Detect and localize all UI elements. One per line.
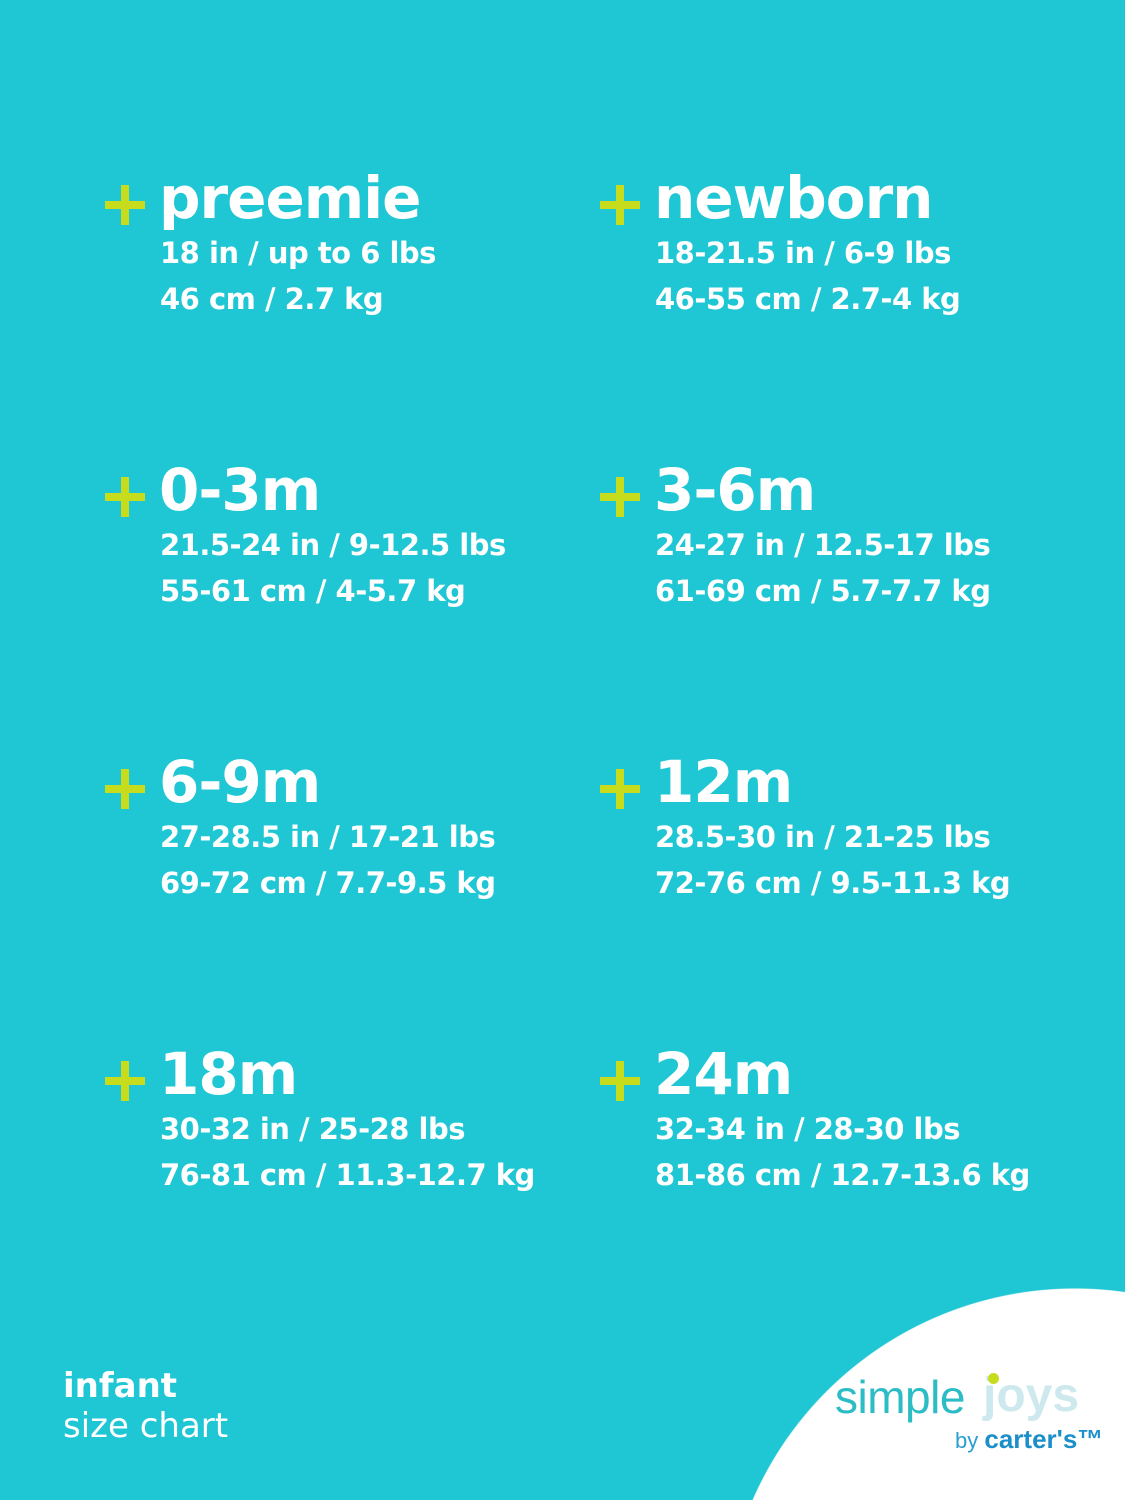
size-metric: 46-55 cm / 2.7-4 kg [655, 282, 961, 316]
plus-icon [600, 477, 640, 517]
size-imperial: 18-21.5 in / 6-9 lbs [655, 236, 951, 270]
logo-simple: simple [835, 1371, 965, 1423]
plus-icon [600, 185, 640, 225]
size-imperial: 27-28.5 in / 17-21 lbs [160, 820, 496, 854]
plus-icon [105, 185, 145, 225]
size-metric: 81-86 cm / 12.7-13.6 kg [655, 1158, 1030, 1192]
logo-by: by [955, 1428, 979, 1453]
size-metric: 46 cm / 2.7 kg [160, 282, 384, 316]
size-metric: 76-81 cm / 11.3-12.7 kg [160, 1158, 535, 1192]
caption-infant: infant [63, 1366, 178, 1406]
size-name: newborn [654, 164, 933, 232]
logo-backdrop [723, 1288, 1125, 1500]
size-imperial: 32-34 in / 28-30 lbs [655, 1112, 961, 1146]
plus-icon [105, 769, 145, 809]
size-imperial: 24-27 in / 12.5-17 lbs [655, 528, 991, 562]
caption-size-chart: size chart [63, 1406, 229, 1446]
logo-dot [988, 1373, 999, 1384]
size-imperial: 30-32 in / 25-28 lbs [160, 1112, 466, 1146]
size-name: 0-3m [159, 456, 321, 524]
plus-icon [600, 1061, 640, 1101]
logo-joys: joys [983, 1369, 1080, 1422]
size-metric: 61-69 cm / 5.7-7.7 kg [655, 574, 991, 608]
size-imperial: 18 in / up to 6 lbs [160, 236, 436, 270]
size-name: preemie [159, 164, 421, 232]
plus-icon [600, 769, 640, 809]
logo-by-carters: by carter's™ [955, 1424, 1103, 1455]
plus-icon [105, 1061, 145, 1101]
size-imperial: 28.5-30 in / 21-25 lbs [655, 820, 991, 854]
size-metric: 72-76 cm / 9.5-11.3 kg [655, 866, 1011, 900]
size-metric: 69-72 cm / 7.7-9.5 kg [160, 866, 496, 900]
simple-joys-logo: simple joys by carter's™ [835, 1369, 1103, 1470]
size-metric: 55-61 cm / 4-5.7 kg [160, 574, 466, 608]
size-name: 18m [159, 1040, 298, 1108]
plus-icon [105, 477, 145, 517]
size-name: 24m [654, 1040, 793, 1108]
size-name: 6-9m [159, 748, 321, 816]
chart-caption: infant size chart [63, 1366, 228, 1446]
size-imperial: 21.5-24 in / 9-12.5 lbs [160, 528, 506, 562]
size-name: 12m [654, 748, 793, 816]
size-name: 3-6m [654, 456, 816, 524]
logo-brand: carter's™ [984, 1424, 1104, 1454]
